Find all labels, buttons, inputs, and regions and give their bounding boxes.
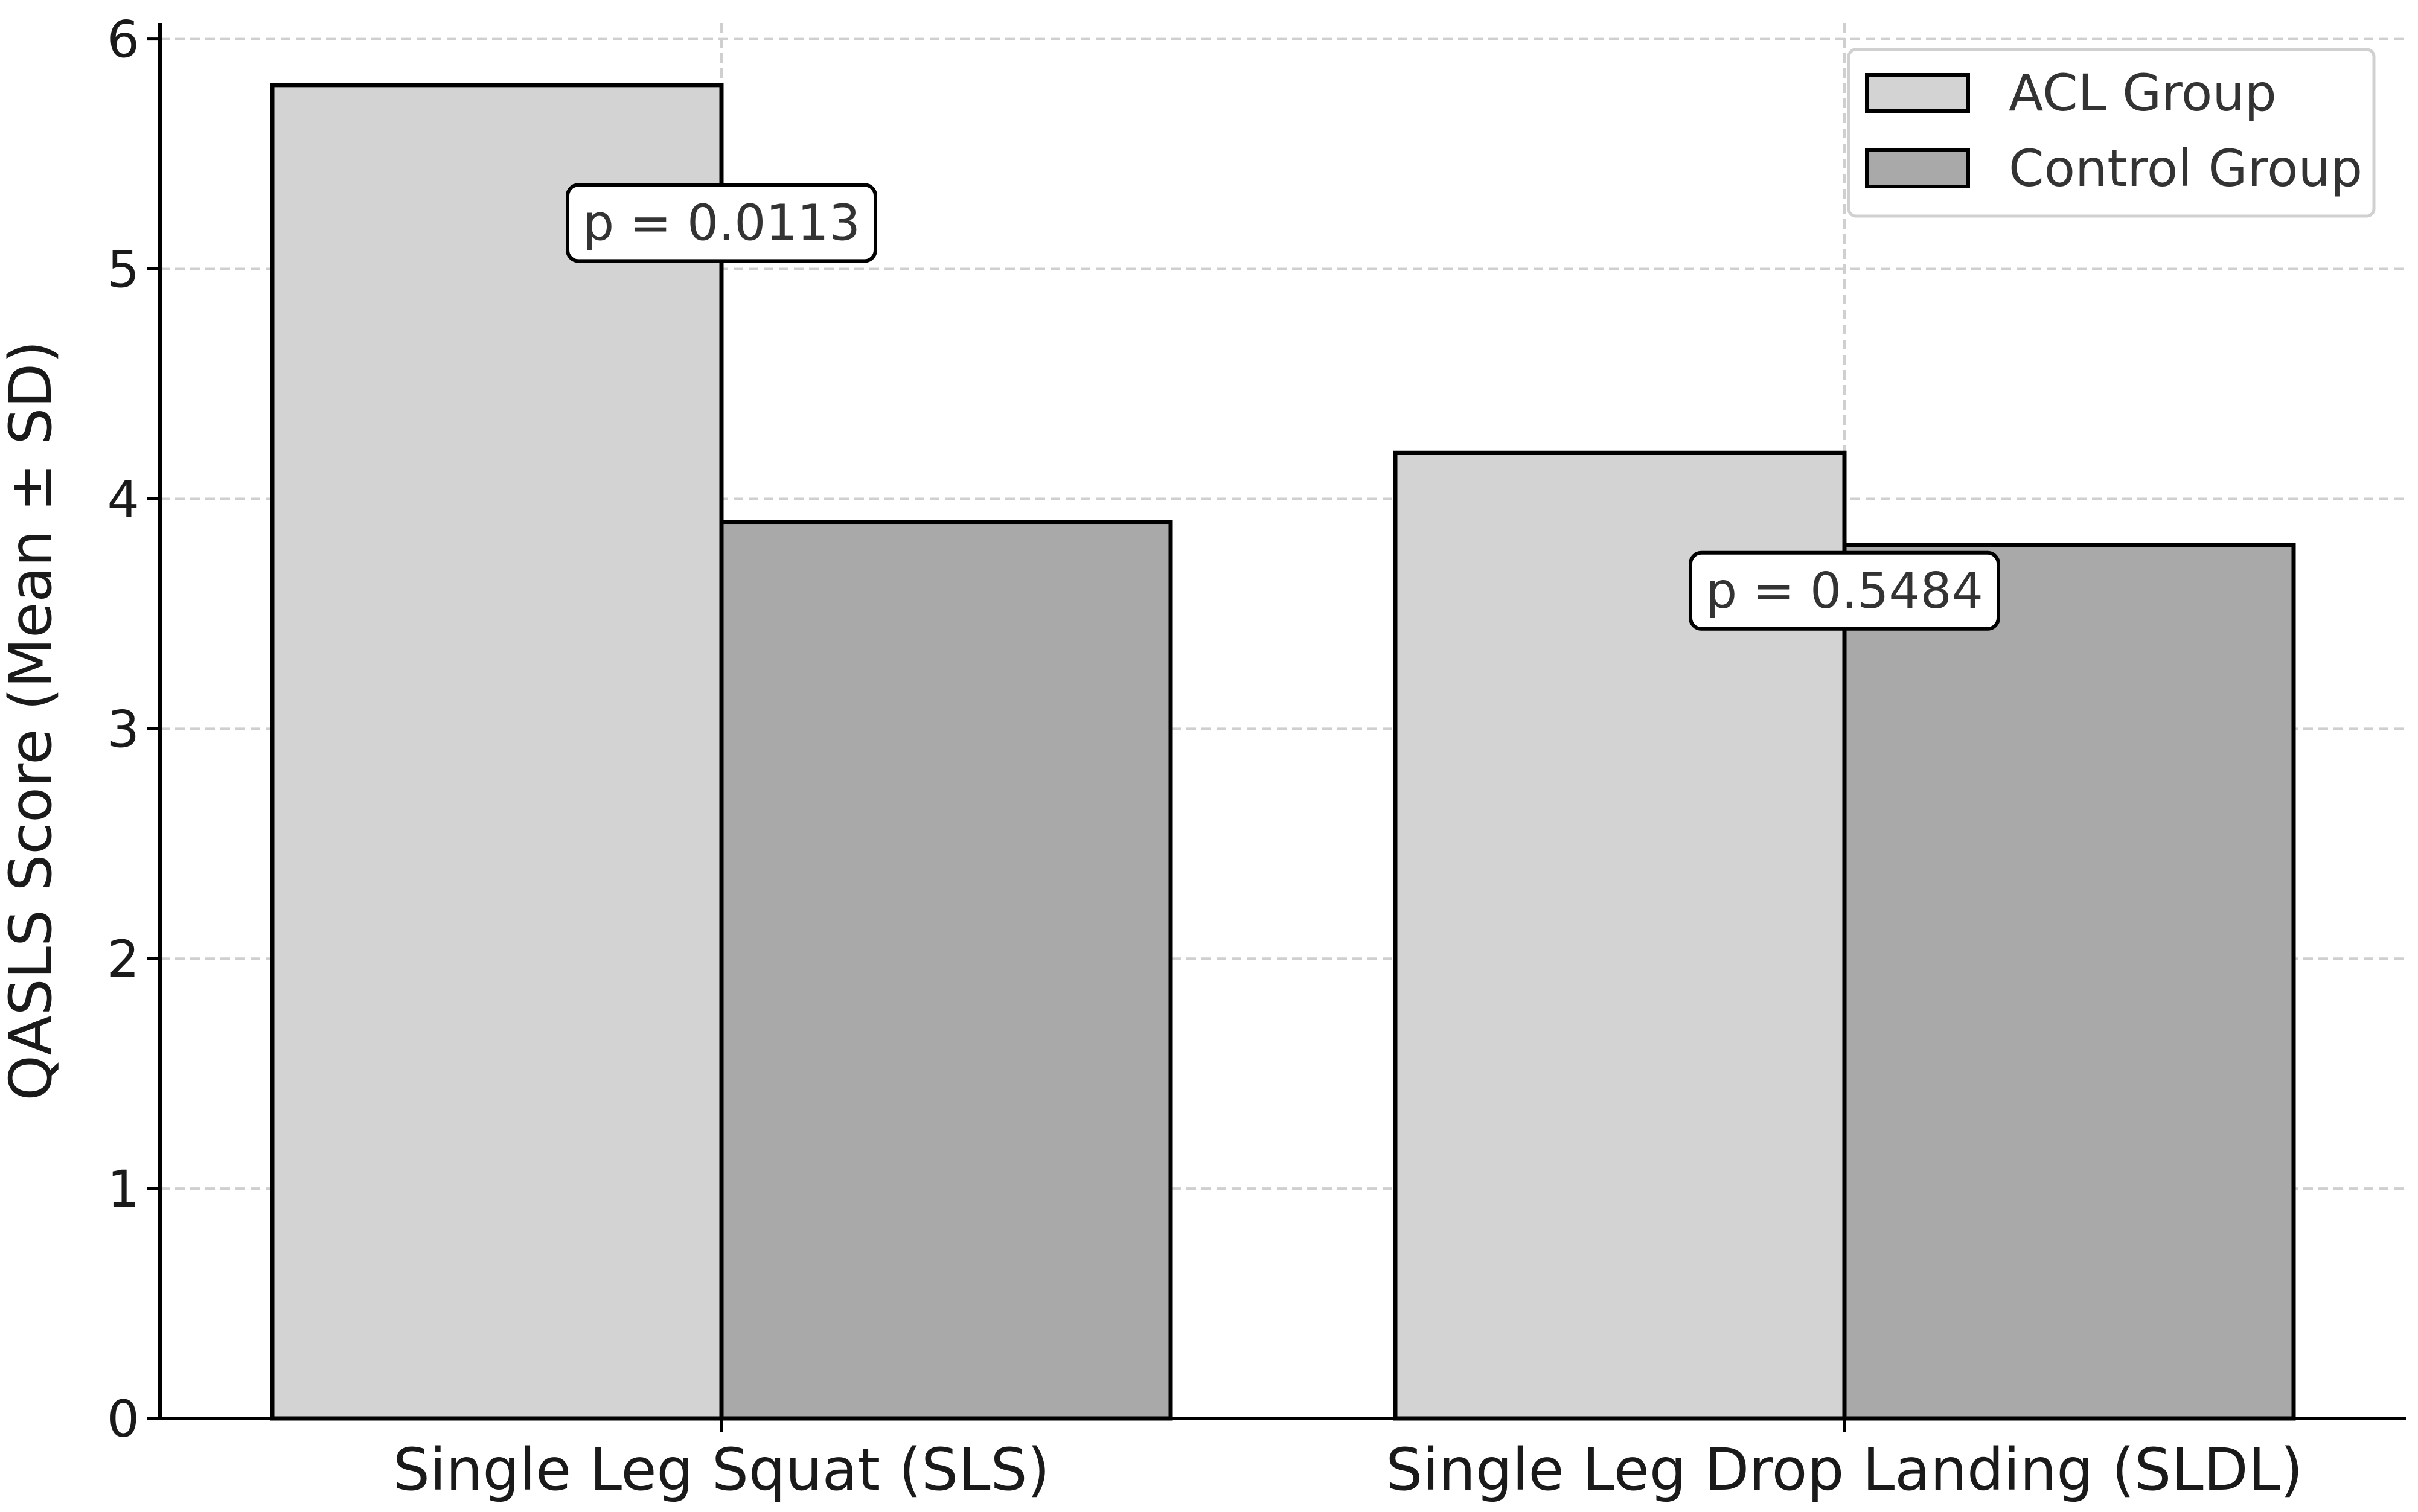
bar-control-0 <box>719 520 1173 1421</box>
p-value-label: p = 0.0113 <box>583 194 860 252</box>
y-tick-label: 0 <box>107 1389 139 1449</box>
y-tick-label: 1 <box>107 1160 139 1219</box>
y-tick-label: 6 <box>107 10 139 69</box>
y-tick-label: 5 <box>107 240 139 299</box>
x-tick-label: Single Leg Drop Landing (SLDL) <box>1386 1436 2303 1504</box>
legend-swatch-acl <box>1865 73 1970 113</box>
bar-control-1 <box>1842 543 2296 1421</box>
p-value-box <box>1689 550 2000 631</box>
annotation-layer: p = 0.0113 p = 0.5484 <box>566 183 2000 631</box>
y-tick-label: 2 <box>107 930 139 989</box>
y-axis-label: QASLS Score (Mean ± SD) <box>0 340 65 1100</box>
axis-layer: 0 1 2 3 4 5 6 Single Leg Squat (SLS) Single Leg … <box>0 10 2406 1504</box>
p-value-label: p = 0.5484 <box>1706 563 1983 620</box>
x-tick-label: Single Leg Squat (SLS) <box>393 1436 1050 1504</box>
legend-label-control: Control Group <box>2009 139 2362 198</box>
legend-frame <box>1847 48 2376 218</box>
bar-layer <box>270 83 2296 1421</box>
bar-acl-0 <box>270 83 724 1421</box>
legend: ACL Group Control Group <box>1847 48 2376 218</box>
y-tick-label: 4 <box>107 470 139 529</box>
y-tick-label: 3 <box>107 700 139 759</box>
p-value-box <box>566 183 877 263</box>
legend-swatch-control <box>1865 148 1970 188</box>
legend-label-acl: ACL Group <box>2009 63 2277 123</box>
